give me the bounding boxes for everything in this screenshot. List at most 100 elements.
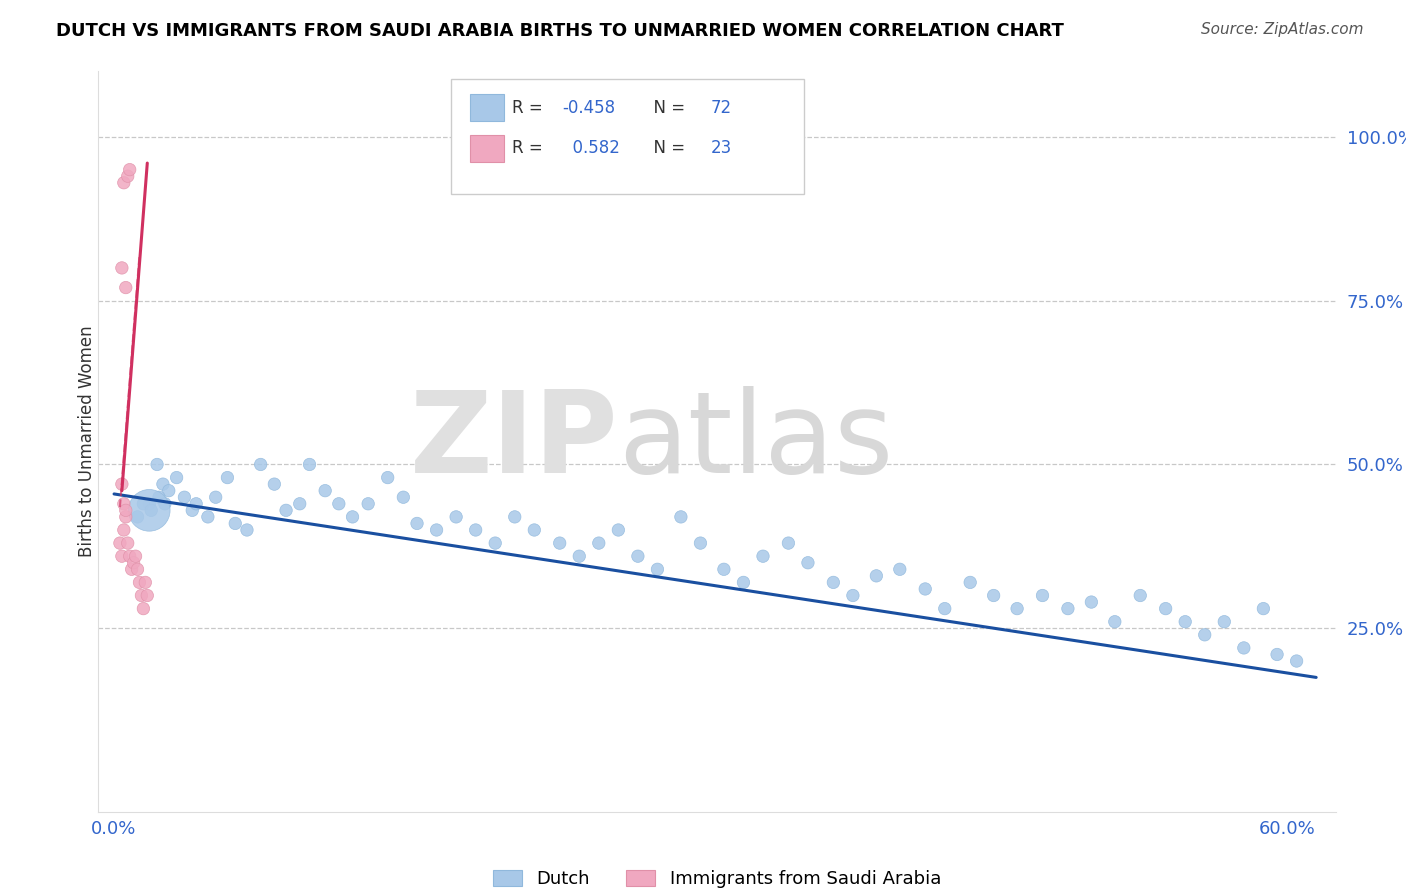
Point — [647, 562, 669, 576]
Point — [157, 483, 180, 498]
Point — [114, 503, 136, 517]
Point — [166, 470, 188, 484]
Point — [249, 458, 271, 472]
Point — [108, 536, 131, 550]
Point — [406, 516, 429, 531]
Point — [114, 280, 136, 294]
Point — [134, 575, 156, 590]
Point — [117, 536, 139, 550]
Point — [153, 497, 176, 511]
Point — [114, 509, 136, 524]
Point — [357, 497, 380, 511]
Text: 72: 72 — [711, 99, 733, 117]
Point — [111, 477, 134, 491]
Point — [112, 497, 135, 511]
Point — [122, 556, 145, 570]
Point — [152, 477, 174, 491]
Text: DUTCH VS IMMIGRANTS FROM SAUDI ARABIA BIRTHS TO UNMARRIED WOMEN CORRELATION CHAR: DUTCH VS IMMIGRANTS FROM SAUDI ARABIA BI… — [56, 22, 1064, 40]
Point — [627, 549, 650, 564]
Point — [778, 536, 800, 550]
Text: R =: R = — [512, 99, 548, 117]
Point — [1285, 654, 1308, 668]
Point — [146, 458, 169, 472]
Point — [186, 497, 208, 511]
Legend: Dutch, Immigrants from Saudi Arabia: Dutch, Immigrants from Saudi Arabia — [486, 863, 948, 892]
Point — [124, 549, 146, 564]
Point — [111, 549, 134, 564]
Point — [934, 601, 956, 615]
Point — [342, 509, 364, 524]
Point — [588, 536, 610, 550]
Point — [752, 549, 775, 564]
Point — [136, 589, 159, 603]
Point — [132, 497, 155, 511]
Point — [117, 169, 139, 184]
Point — [914, 582, 936, 596]
Point — [236, 523, 259, 537]
Point — [121, 562, 143, 576]
Point — [392, 490, 415, 504]
Point — [1129, 589, 1152, 603]
Point — [1154, 601, 1177, 615]
FancyBboxPatch shape — [470, 135, 505, 161]
Point — [797, 556, 820, 570]
Point — [1233, 640, 1256, 655]
Point — [197, 509, 219, 524]
Point — [148, 490, 170, 504]
Point — [112, 523, 135, 537]
Point — [1265, 648, 1288, 662]
Point — [131, 589, 153, 603]
Point — [842, 589, 865, 603]
Point — [1213, 615, 1236, 629]
Point — [288, 497, 311, 511]
Point — [127, 509, 149, 524]
Point — [983, 589, 1005, 603]
Text: 23: 23 — [711, 139, 733, 157]
Point — [132, 601, 155, 615]
Point — [889, 562, 911, 576]
Point — [274, 503, 297, 517]
Text: -0.458: -0.458 — [562, 99, 616, 117]
Point — [548, 536, 571, 550]
Point — [669, 509, 692, 524]
Point — [111, 260, 134, 275]
Point — [713, 562, 735, 576]
Text: Source: ZipAtlas.com: Source: ZipAtlas.com — [1201, 22, 1364, 37]
Point — [377, 470, 399, 484]
Point — [1080, 595, 1102, 609]
Point — [426, 523, 449, 537]
Point — [464, 523, 486, 537]
Point — [138, 497, 160, 511]
Text: 0.582: 0.582 — [562, 139, 620, 157]
Point — [444, 509, 467, 524]
Point — [141, 503, 163, 517]
Point — [1194, 628, 1216, 642]
Text: N =: N = — [643, 139, 690, 157]
Point — [1104, 615, 1126, 629]
Point — [503, 509, 526, 524]
Point — [128, 575, 150, 590]
Point — [328, 497, 350, 511]
Text: ZIP: ZIP — [409, 386, 619, 497]
Point — [484, 536, 506, 550]
Point — [173, 490, 195, 504]
Point — [1057, 601, 1080, 615]
Point — [1005, 601, 1028, 615]
Point — [314, 483, 336, 498]
Point — [118, 162, 141, 177]
Point — [112, 176, 135, 190]
FancyBboxPatch shape — [451, 78, 804, 194]
Point — [204, 490, 226, 504]
Text: N =: N = — [643, 99, 690, 117]
Point — [607, 523, 630, 537]
Point — [217, 470, 239, 484]
Point — [263, 477, 285, 491]
Text: atlas: atlas — [619, 386, 893, 497]
Point — [865, 569, 887, 583]
Y-axis label: Births to Unmarried Women: Births to Unmarried Women — [79, 326, 96, 558]
Point — [138, 503, 160, 517]
Point — [224, 516, 246, 531]
Point — [568, 549, 591, 564]
Point — [181, 503, 204, 517]
Point — [298, 458, 321, 472]
